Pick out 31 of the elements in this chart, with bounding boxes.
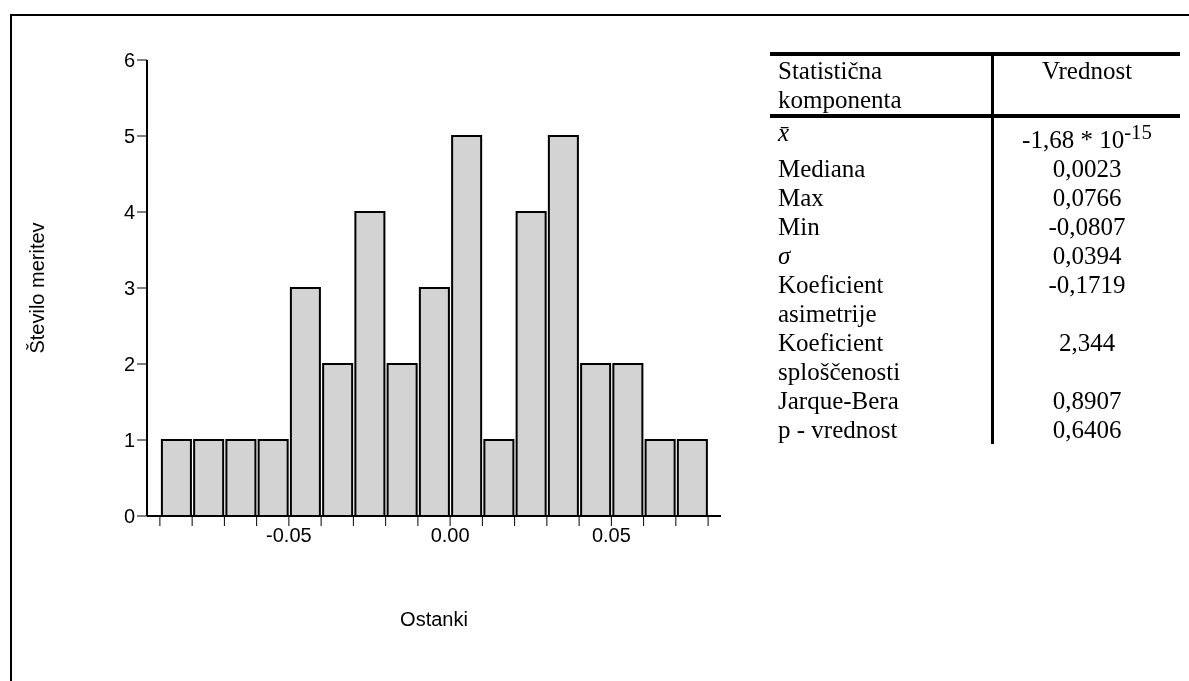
text: 0,0023 <box>1052 155 1122 183</box>
category-label: Max <box>777 183 825 213</box>
category-label: Koeficient asimetrije <box>777 270 885 329</box>
category-label: x̄ <box>776 118 791 148</box>
text: -0,0807 <box>1048 213 1126 241</box>
y-tick-label: 0 <box>123 505 135 528</box>
x-axis-title: Ostanki <box>400 608 468 630</box>
y-tick-label: 5 <box>123 125 135 148</box>
x-tick-label: 0.00 <box>430 524 470 547</box>
text: -1,68 * 10$^{-15}$ <box>1022 120 1152 154</box>
text: 0,0394 <box>1052 242 1122 270</box>
category-label: Min <box>777 212 821 242</box>
text: 0,6406 <box>1052 416 1122 444</box>
category-label: σ <box>777 241 792 271</box>
category-label: Jarque-Bera <box>777 386 900 416</box>
y-tick-label: 2 <box>123 353 135 376</box>
y-tick-label: 4 <box>123 201 135 224</box>
category-label: p - vrednost <box>777 415 899 445</box>
category-label: Mediana <box>777 154 867 184</box>
text: 2,344 <box>1058 329 1116 357</box>
text: 0,8907 <box>1052 387 1122 415</box>
text: Vrednost <box>992 54 1180 116</box>
y-tick-label: 6 <box>123 49 135 72</box>
y-tick-label: 1 <box>123 429 135 452</box>
text: -0,1719 <box>1048 271 1126 299</box>
text: 0,0766 <box>1052 184 1122 212</box>
y-axis-title: Število meritev <box>26 222 49 354</box>
x-tick-label: -0.05 <box>266 524 312 547</box>
y-tick-label: 3 <box>123 277 135 300</box>
category-label: Koeficient sploščenosti <box>777 328 902 387</box>
x-tick-label: 0.05 <box>591 524 631 547</box>
